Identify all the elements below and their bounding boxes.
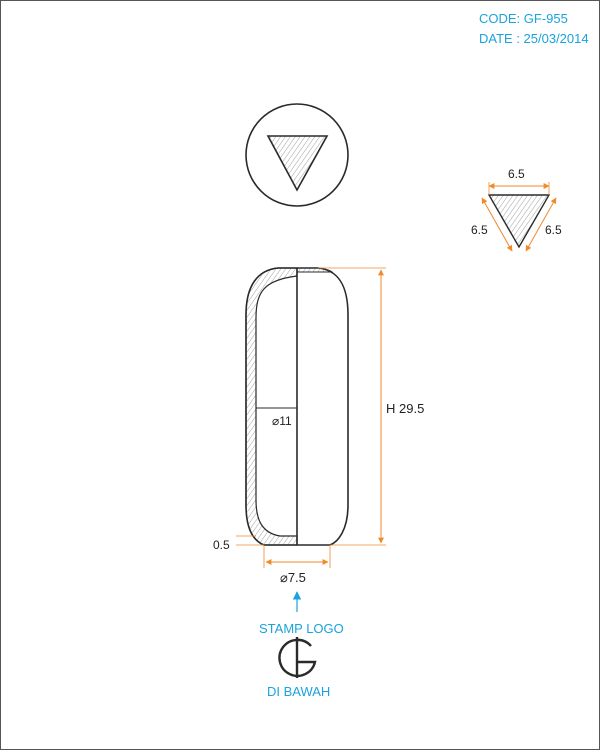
dim-base-diameter: ⌀7.5 [280,570,306,585]
dim-inner-diameter: ⌀11 [272,414,292,428]
date-label: DATE : 25/03/2014 [479,31,589,46]
top-view-triangle [266,135,329,192]
code-label: CODE: GF-955 [479,11,568,26]
triangle-detail: 6.5 6.5 6.5 [471,167,562,252]
dim-side-left: 6.5 [471,223,488,237]
stamp-logo-label: STAMP LOGO [259,621,344,636]
dim-side-right: 6.5 [545,223,562,237]
dim-wall: 0.5 [213,538,230,552]
dim-line-left [481,197,513,252]
detail-triangle [487,194,551,249]
under-label: DI BAWAH [267,684,330,699]
logo-mark [278,637,317,678]
dim-side-top: 6.5 [508,167,525,181]
stamp-annotation: STAMP LOGO DI BAWAH [259,591,344,699]
section-view: ⌀11 H 29.5 0.5 ⌀7.5 [213,267,424,585]
dim-height: H 29.5 [386,401,424,416]
dim-line-right [525,197,557,252]
top-view [245,103,349,207]
